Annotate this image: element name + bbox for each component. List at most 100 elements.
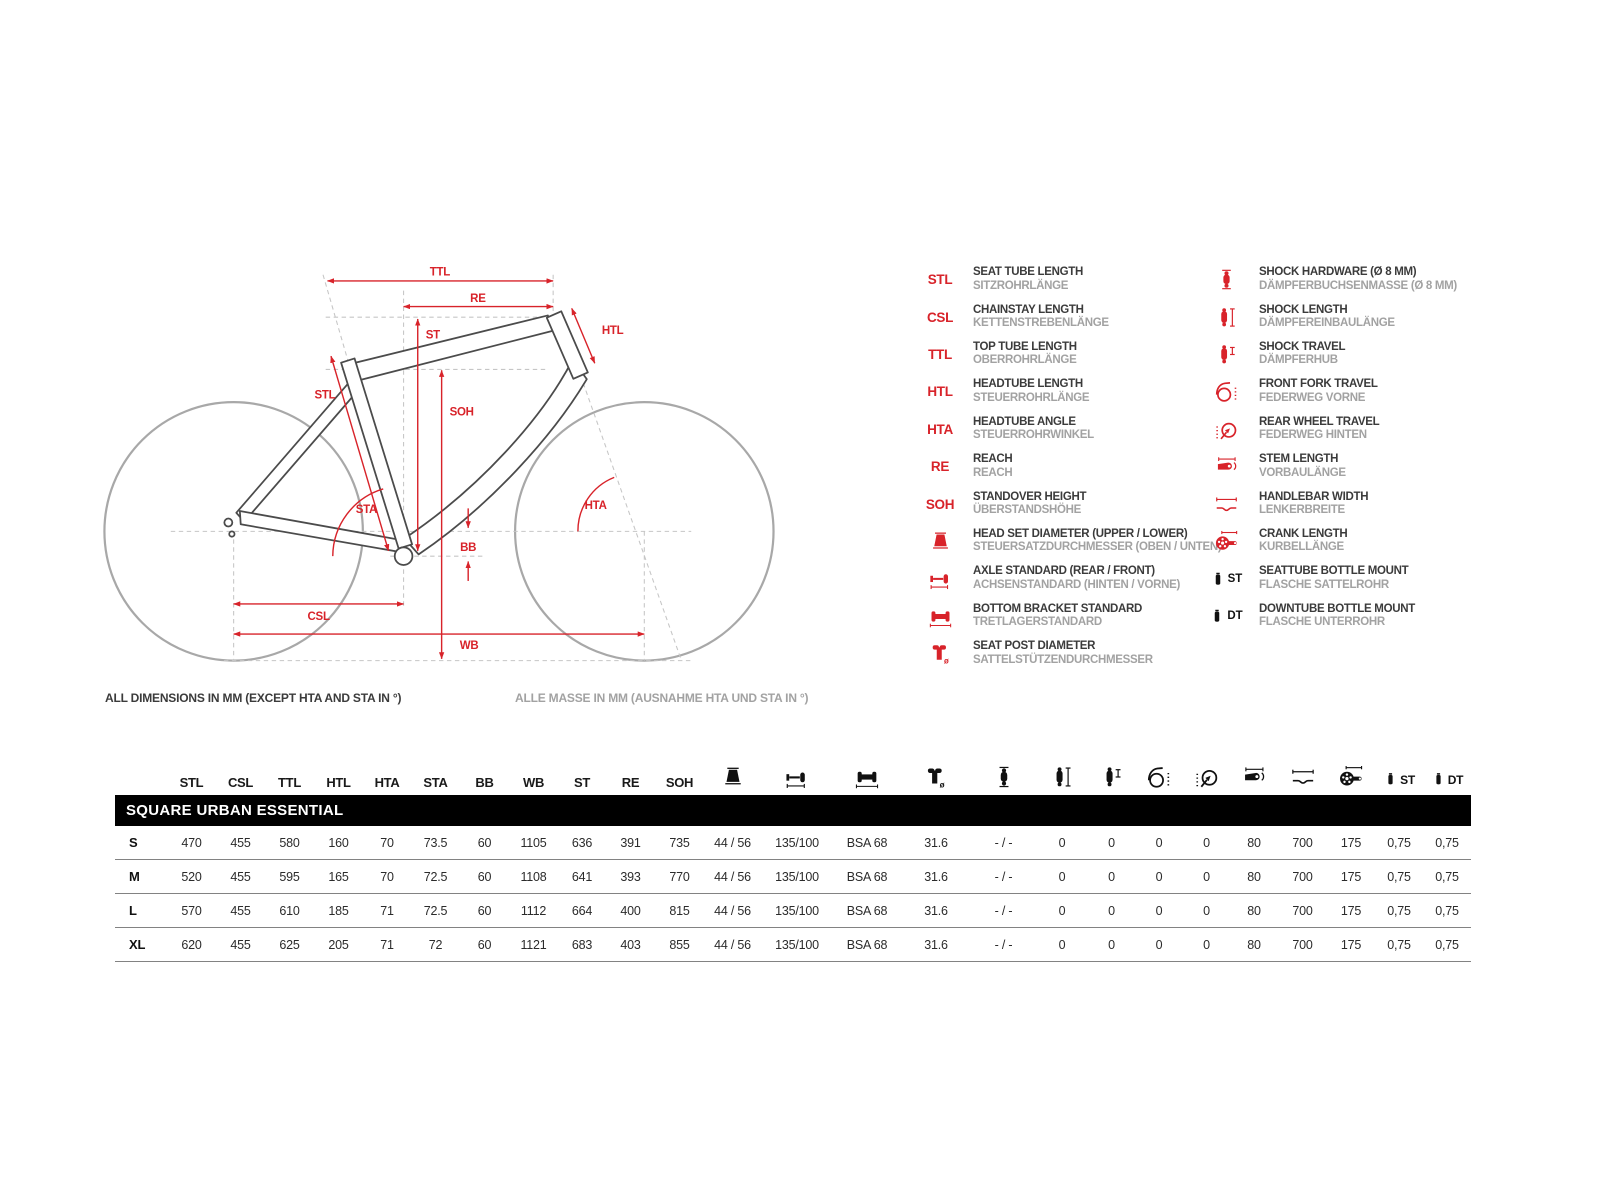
legend-text: STANDOVER HEIGHT ÜBERSTANDSHÖHE xyxy=(973,491,1086,518)
table-cell: 455 xyxy=(216,826,265,860)
table-cell: 60 xyxy=(460,927,509,962)
dim-label-ttl: TTL xyxy=(430,267,451,279)
table-cell: 135/100 xyxy=(761,826,833,860)
table-cell: 80 xyxy=(1230,859,1278,894)
column-header-stl: STL xyxy=(179,775,204,790)
legend-term-de: REACH xyxy=(973,466,1013,479)
footnote-en: ALL DIMENSIONS IN MM (EXCEPT HTA AND STA… xyxy=(105,691,402,705)
column-header-axle-icon xyxy=(761,745,833,795)
legend-icon-cell xyxy=(1202,417,1250,442)
legend-item: FRONT FORK TRAVEL FEDERWEG VORNE xyxy=(1202,373,1512,410)
table-cell: 700 xyxy=(1278,826,1327,860)
column-header-stem-icon xyxy=(1230,745,1278,795)
table-cell: 0 xyxy=(1088,927,1135,962)
legend-term-de: STEUERSATZDURCHMESSER (OBEN / UNTEN) xyxy=(973,541,1222,554)
column-header-rear-wheel-travel-icon xyxy=(1183,745,1230,795)
legend-icon-cell xyxy=(916,604,964,629)
size-label: XL xyxy=(115,927,167,962)
axle-icon xyxy=(929,574,948,590)
legend-term-de: ÜBERSTANDSHÖHE xyxy=(973,504,1082,517)
legend-icon-cell xyxy=(1202,529,1250,554)
legend-icon-cell xyxy=(916,566,964,591)
table-cell: 391 xyxy=(606,826,655,860)
table-cell: 610 xyxy=(265,893,314,928)
table-cell: 44 / 56 xyxy=(704,927,761,962)
legend-term-en: STANDOVER HEIGHT xyxy=(973,490,1087,503)
table-cell: 636 xyxy=(558,826,606,860)
dim-label-stl: STL xyxy=(314,390,335,402)
table-cell: 641 xyxy=(558,859,606,894)
dimension-lines xyxy=(233,278,645,660)
table-cell: BSA 68 xyxy=(833,927,901,962)
legend-text: SHOCK TRAVEL DÄMPFERHUB xyxy=(1259,340,1346,368)
legend-term-de: VORBAULÄNGE xyxy=(1259,466,1346,479)
legend-term-en: SHOCK TRAVEL xyxy=(1259,340,1346,353)
construction-lines xyxy=(170,274,692,662)
legend-term-en: TOP TUBE LENGTH xyxy=(973,340,1077,353)
table-cell: - / - xyxy=(971,826,1036,860)
table-cell: 0 xyxy=(1135,859,1183,894)
legend-left-column: STL SEAT TUBE LENGTH SITZROHRLÄNGE CSL CHAIN… xyxy=(916,261,1222,672)
column-header-csl: CSL xyxy=(227,775,254,790)
table-cell: 403 xyxy=(606,927,655,962)
legend-text: HEADTUBE ANGLE STEUERROHRWINKEL xyxy=(973,416,1094,443)
column-header-fork-travel-icon xyxy=(1135,745,1183,795)
dim-label-csl: CSL xyxy=(307,611,329,623)
table-cell: 60 xyxy=(460,826,509,860)
fork-travel-icon xyxy=(1147,767,1170,788)
legend-term-en: HEADTUBE ANGLE xyxy=(973,415,1076,428)
column-header-bb: BB xyxy=(475,775,494,790)
crank-icon xyxy=(1215,530,1237,550)
legend-icon-cell xyxy=(916,529,964,554)
legend-text: CHAINSTAY LENGTH KETTENSTREBENLÄNGE xyxy=(973,304,1109,331)
legend-text: REAR WHEEL TRAVEL FEDERWEG HINTEN xyxy=(1259,416,1380,443)
dim-label-re: RE xyxy=(470,293,486,305)
table-cell: 80 xyxy=(1230,927,1278,962)
table-cell: 0 xyxy=(1036,826,1088,860)
table-cell: - / - xyxy=(971,927,1036,962)
svg-text:ø: ø xyxy=(940,781,945,790)
legend-item: HEAD SET DIAMETER (UPPER / LOWER) STEUERS… xyxy=(916,523,1222,560)
geometry-table: STL CSL TTL HTL HTA STA BB WB ST RE SOH ø ST DT SQUARE… xyxy=(115,745,1471,962)
table-cell: 185 xyxy=(314,893,363,928)
legend-right-column: SHOCK HARDWARE (Ø 8 MM) DÄMPFERBUCHSENMAS… xyxy=(1202,261,1512,635)
legend-term-de: SITZROHRLÄNGE xyxy=(973,279,1069,292)
bottom-bracket-icon xyxy=(929,611,951,627)
table-cell: 72.5 xyxy=(411,859,460,894)
headset-icon xyxy=(724,767,741,785)
bike-frame xyxy=(223,310,589,566)
bottle-mount-label: ST xyxy=(1400,773,1415,787)
svg-text:ø: ø xyxy=(944,657,949,666)
table-cell: 0 xyxy=(1088,826,1135,860)
seatpost-icon: ø xyxy=(927,768,945,790)
column-header-ttl: TTL xyxy=(278,775,301,790)
table-cell: 70 xyxy=(363,826,411,860)
table-title: SQUARE URBAN ESSENTIAL xyxy=(126,801,344,819)
shock-travel-icon xyxy=(1220,345,1235,364)
table-cell: 0,75 xyxy=(1423,859,1471,894)
legend-text: HANDLEBAR WIDTH LENKERBREITE xyxy=(1259,491,1369,518)
rear-wheel-travel-icon xyxy=(1195,770,1217,788)
legend-icon-cell: ø xyxy=(916,641,964,666)
legend-icon-cell: DT xyxy=(1202,605,1250,627)
table-cell: 0 xyxy=(1036,859,1088,894)
table-cell: 1121 xyxy=(509,927,558,962)
table-cell: 700 xyxy=(1278,859,1327,894)
legend-icon-cell xyxy=(1202,267,1250,292)
table-cell: 455 xyxy=(216,893,265,928)
table-cell: 160 xyxy=(314,826,363,860)
headset-icon xyxy=(932,532,948,549)
table-cell: 595 xyxy=(265,859,314,894)
legend-abbreviation: STL xyxy=(927,272,953,288)
legend-text: SEAT TUBE LENGTH SITZROHRLÄNGE xyxy=(973,266,1083,293)
table-cell: 620 xyxy=(167,927,216,962)
legend-icon-cell xyxy=(1202,379,1250,404)
legend-text: STEM LENGTH VORBAULÄNGE xyxy=(1259,453,1346,480)
legend-item: AXLE STANDARD (REAR / FRONT) ACHSENSTANDA… xyxy=(916,560,1216,597)
table-cell: 1108 xyxy=(509,859,558,894)
column-header-bottle-dt-icon: DT xyxy=(1423,745,1471,795)
legend-icon-cell xyxy=(1202,305,1250,330)
dim-label-sta: STA xyxy=(356,504,377,516)
legend-item: TTL TOP TUBE LENGTH OBERROHRLÄNGE xyxy=(916,336,1216,373)
legend-text: SEATTUBE BOTTLE MOUNT FLASCHE SATTELROHR xyxy=(1259,565,1409,592)
